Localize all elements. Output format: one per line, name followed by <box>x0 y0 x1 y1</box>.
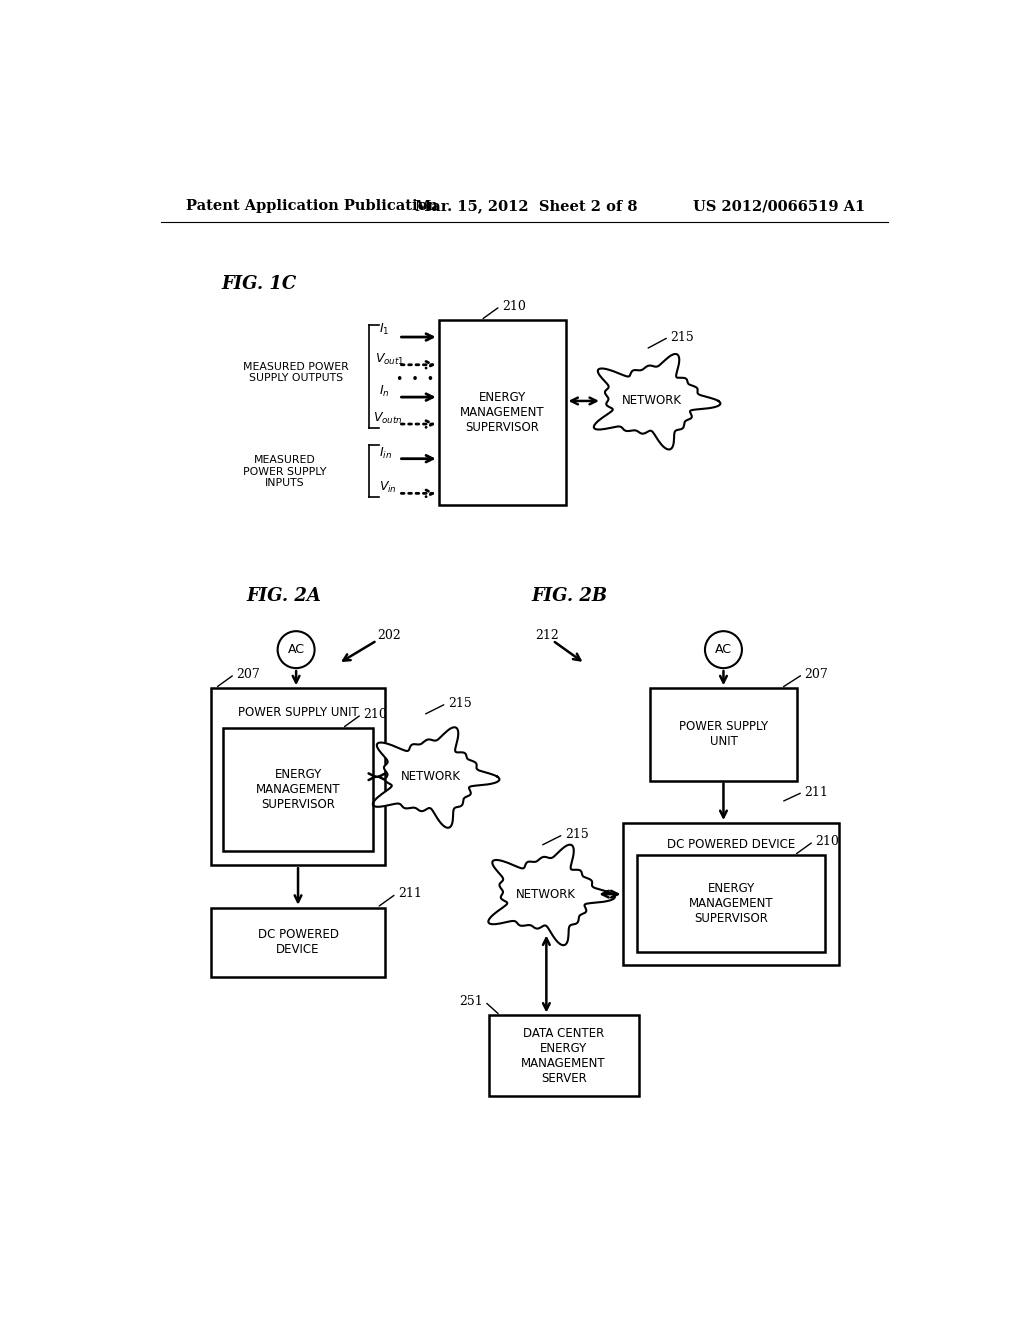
Text: 215: 215 <box>447 697 471 710</box>
Text: US 2012/0066519 A1: US 2012/0066519 A1 <box>692 199 865 213</box>
Circle shape <box>705 631 742 668</box>
Text: •  •  •: • • • <box>396 372 434 385</box>
Text: 210: 210 <box>364 708 387 721</box>
Bar <box>637 855 825 952</box>
Text: DC POWERED
DEVICE: DC POWERED DEVICE <box>257 928 339 956</box>
Text: $V_{outn}$: $V_{outn}$ <box>373 411 402 426</box>
Text: 202: 202 <box>377 630 400 643</box>
Text: NETWORK: NETWORK <box>400 770 461 783</box>
Circle shape <box>278 631 314 668</box>
Text: 212: 212 <box>535 630 558 643</box>
Text: 211: 211 <box>804 785 828 799</box>
Bar <box>438 321 565 506</box>
Text: $I_1$: $I_1$ <box>379 322 390 337</box>
Text: MEASURED
POWER SUPPLY
INPUTS: MEASURED POWER SUPPLY INPUTS <box>243 455 327 488</box>
Bar <box>488 1015 639 1096</box>
Text: AC: AC <box>288 643 304 656</box>
Text: 215: 215 <box>565 828 589 841</box>
Bar <box>211 688 385 866</box>
Polygon shape <box>594 354 721 449</box>
Text: FIG. 1C: FIG. 1C <box>221 275 297 293</box>
Text: $V_{in}$: $V_{in}$ <box>379 479 397 495</box>
Text: FIG. 2B: FIG. 2B <box>531 587 607 605</box>
Bar <box>650 688 797 780</box>
Polygon shape <box>488 845 615 945</box>
Text: ENERGY
MANAGEMENT
SUPERVISOR: ENERGY MANAGEMENT SUPERVISOR <box>460 391 545 434</box>
Text: $I_{in}$: $I_{in}$ <box>379 446 392 461</box>
Text: 207: 207 <box>237 668 260 681</box>
Text: DC POWERED DEVICE: DC POWERED DEVICE <box>667 838 796 851</box>
Text: $I_n$: $I_n$ <box>379 384 390 399</box>
Text: POWER SUPPLY
UNIT: POWER SUPPLY UNIT <box>679 721 768 748</box>
Text: 207: 207 <box>804 668 828 681</box>
Text: 211: 211 <box>397 887 422 900</box>
Text: DATA CENTER
ENERGY
MANAGEMENT
SERVER: DATA CENTER ENERGY MANAGEMENT SERVER <box>521 1027 606 1085</box>
Text: 210: 210 <box>502 300 525 313</box>
Text: NETWORK: NETWORK <box>622 395 682 408</box>
Text: POWER SUPPLY UNIT: POWER SUPPLY UNIT <box>238 706 358 719</box>
Text: 215: 215 <box>671 330 694 343</box>
Text: ENERGY
MANAGEMENT
SUPERVISOR: ENERGY MANAGEMENT SUPERVISOR <box>256 768 340 812</box>
Text: FIG. 2A: FIG. 2A <box>246 587 321 605</box>
Text: $V_{out1}$: $V_{out1}$ <box>376 352 406 367</box>
Text: Mar. 15, 2012  Sheet 2 of 8: Mar. 15, 2012 Sheet 2 of 8 <box>416 199 638 213</box>
Bar <box>223 729 373 851</box>
Polygon shape <box>373 727 500 828</box>
Text: AC: AC <box>715 643 732 656</box>
Text: ENERGY
MANAGEMENT
SUPERVISOR: ENERGY MANAGEMENT SUPERVISOR <box>689 882 773 925</box>
Text: MEASURED POWER
SUPPLY OUTPUTS: MEASURED POWER SUPPLY OUTPUTS <box>244 362 349 383</box>
Text: Patent Application Publication: Patent Application Publication <box>186 199 438 213</box>
Bar <box>211 908 385 977</box>
Bar <box>624 822 839 965</box>
Text: 210: 210 <box>815 834 839 847</box>
Text: 251: 251 <box>460 995 483 1008</box>
Text: NETWORK: NETWORK <box>516 887 577 900</box>
